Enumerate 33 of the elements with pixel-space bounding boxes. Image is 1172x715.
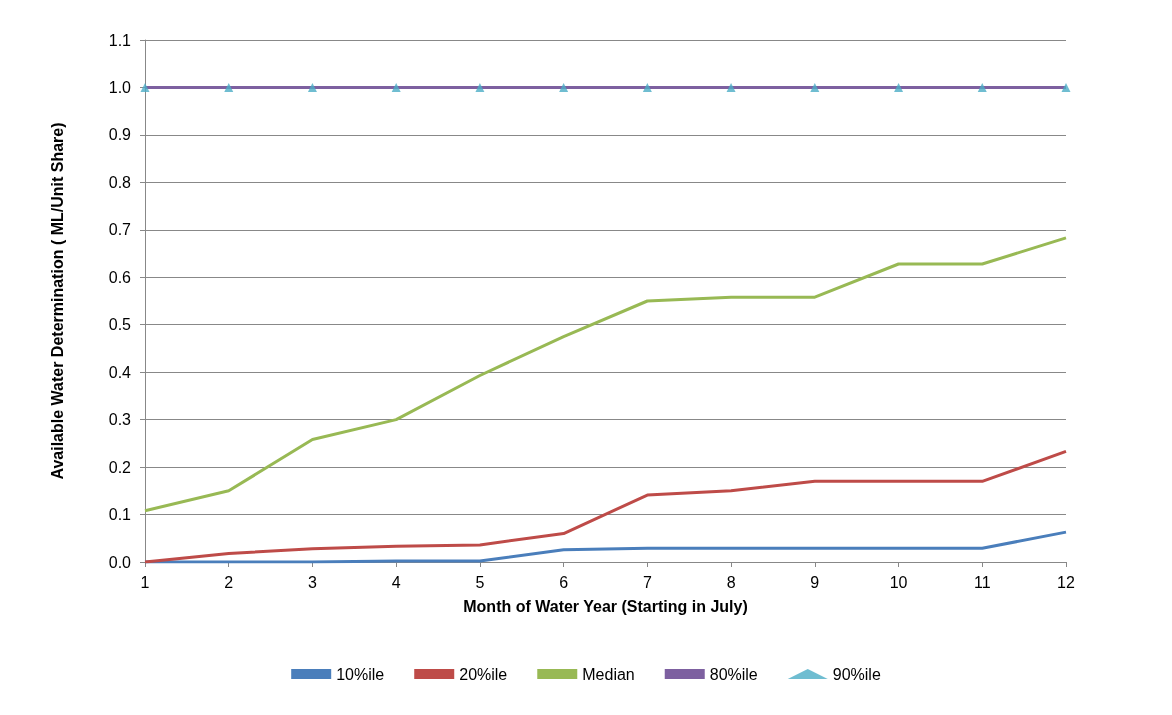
y-tick-label: 0.0 [108, 553, 132, 571]
y-tick-label: 0.1 [108, 506, 132, 524]
y-axis-title: Available Water Determination ( ML/Unit Share) [48, 122, 66, 480]
line-series [143, 236, 1068, 513]
legend-label: Median [582, 665, 635, 683]
y-tick-label: 0.4 [108, 363, 132, 381]
legend-label: 80%ile [709, 665, 758, 683]
x-tick-label: 9 [810, 573, 820, 591]
x-tick-label: 4 [391, 573, 401, 591]
y-tick-label: 1.0 [108, 78, 132, 96]
line-series [143, 449, 1068, 564]
x-tick-label: 12 [1057, 573, 1075, 591]
x-tick-label: 5 [475, 573, 485, 591]
legend-label: 10%ile [336, 665, 385, 683]
x-tick-label: 3 [308, 573, 317, 591]
x-tick-label: 7 [642, 573, 652, 591]
y-tick-label: 0.8 [108, 173, 132, 191]
y-tick-label: 1.1 [108, 31, 132, 49]
x-tick-label: 10 [889, 573, 908, 591]
y-tick-label: 0.6 [108, 268, 132, 286]
x-tick-label: 11 [973, 573, 991, 591]
x-tick-label: 2 [224, 573, 234, 591]
x-tick-label: 8 [726, 573, 736, 591]
y-tick-label: 0.3 [108, 411, 132, 429]
legend-label: 20%ile [459, 665, 508, 683]
y-tick-label: 0.2 [108, 458, 132, 476]
legend-label: 90%ile [832, 665, 881, 683]
x-axis-title: Month of Water Year (Starting in July) [463, 597, 748, 615]
y-tick-label: 0.9 [108, 126, 132, 144]
x-tick-label: 1 [140, 573, 150, 591]
x-tick-label: 6 [559, 573, 569, 591]
y-tick-label: 0.7 [108, 221, 132, 239]
y-tick-label: 0.5 [108, 316, 132, 334]
